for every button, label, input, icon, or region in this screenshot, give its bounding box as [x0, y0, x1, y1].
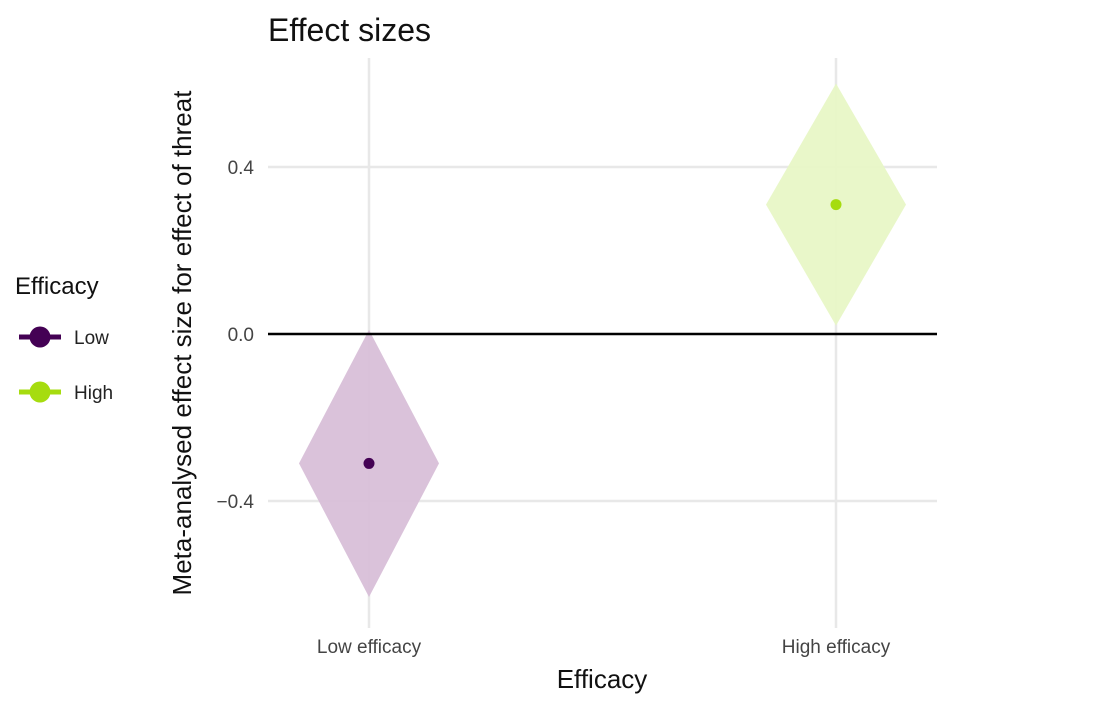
legend-label-high: High — [74, 383, 113, 404]
legend: Efficacy Low High — [15, 273, 113, 404]
diamond-layer — [299, 83, 906, 598]
y-tick-label: 0.4 — [228, 158, 255, 179]
legend-key-point-low — [29, 326, 51, 348]
legend-key-point-high — [29, 381, 51, 403]
y-tick-label: −0.4 — [216, 492, 254, 513]
estimate-point-low — [363, 457, 375, 469]
y-axis-title: Meta-analysed effect size for effect of … — [167, 90, 197, 596]
legend-label-low: Low — [74, 328, 109, 349]
x-tick-label: High efficacy — [782, 637, 891, 658]
x-tick-label: Low efficacy — [317, 637, 422, 658]
tick-layer: −0.4 0.0 0.4 Low efficacy High efficacy — [216, 158, 890, 658]
legend-items: Low High — [19, 326, 113, 404]
estimate-point-high — [830, 199, 842, 211]
chart-title: Effect sizes — [268, 12, 431, 48]
y-tick-label: 0.0 — [228, 325, 254, 346]
x-axis-title: Efficacy — [557, 664, 648, 694]
legend-title: Efficacy — [15, 273, 99, 300]
point-layer — [363, 199, 842, 469]
